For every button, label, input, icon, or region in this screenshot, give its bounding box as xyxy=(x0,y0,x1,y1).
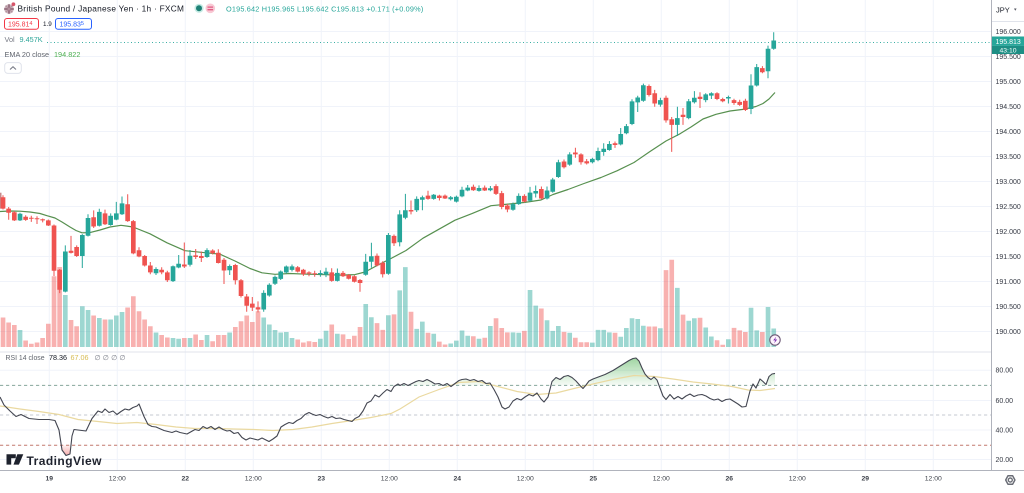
svg-text:RSI 14 close: RSI 14 close xyxy=(6,355,45,362)
svg-text:193.000: 193.000 xyxy=(996,179,1021,186)
svg-text:12:00: 12:00 xyxy=(653,476,670,483)
svg-text:60.00: 60.00 xyxy=(996,398,1014,405)
svg-text:EMA 20 close: EMA 20 close xyxy=(5,50,50,59)
svg-text:Vol: Vol xyxy=(5,35,16,44)
svg-text:80.00: 80.00 xyxy=(996,368,1014,375)
svg-text:191.500: 191.500 xyxy=(996,254,1021,261)
svg-text:26: 26 xyxy=(726,476,734,483)
svg-text:23: 23 xyxy=(318,476,326,483)
svg-text:25: 25 xyxy=(590,476,598,483)
svg-text:20.00: 20.00 xyxy=(996,457,1014,464)
svg-text:12:00: 12:00 xyxy=(925,476,942,483)
svg-text:194.822: 194.822 xyxy=(54,50,80,59)
svg-text:196.000: 196.000 xyxy=(996,29,1021,36)
svg-text:TradingView: TradingView xyxy=(27,454,103,468)
svg-text:12:00: 12:00 xyxy=(381,476,398,483)
svg-text:193.500: 193.500 xyxy=(996,154,1021,161)
svg-text:12:00: 12:00 xyxy=(789,476,806,483)
svg-text:190.000: 190.000 xyxy=(996,329,1021,336)
svg-text:1.9: 1.9 xyxy=(43,21,52,28)
svg-text:195.813: 195.813 xyxy=(996,39,1021,46)
svg-text:195.814: 195.814 xyxy=(8,21,32,29)
svg-text:British Pound / Japanese Yen ·: British Pound / Japanese Yen · 1h · FXCM xyxy=(18,3,185,13)
svg-text:∅: ∅ xyxy=(95,355,101,362)
svg-text:195.000: 195.000 xyxy=(996,79,1021,86)
svg-text:19: 19 xyxy=(46,476,54,483)
svg-text:78.36: 78.36 xyxy=(49,353,67,362)
svg-text:12:00: 12:00 xyxy=(245,476,262,483)
svg-text:195.500: 195.500 xyxy=(996,54,1021,61)
svg-text:O195.642 H195.965 L195.642: O195.642 H195.965 L195.642 C195.813 +0.1… xyxy=(226,4,423,13)
svg-text:191.000: 191.000 xyxy=(996,279,1021,286)
svg-text:∅: ∅ xyxy=(119,355,125,362)
svg-text:JPY: JPY xyxy=(996,6,1010,15)
svg-text:194.500: 194.500 xyxy=(996,104,1021,111)
svg-text:∅: ∅ xyxy=(111,355,117,362)
svg-text:22: 22 xyxy=(182,476,190,483)
svg-text:24: 24 xyxy=(454,476,462,483)
svg-text:29: 29 xyxy=(862,476,870,483)
svg-text:192.500: 192.500 xyxy=(996,204,1021,211)
svg-text:195.835: 195.835 xyxy=(60,21,84,29)
svg-text:∅: ∅ xyxy=(103,355,109,362)
svg-text:40.00: 40.00 xyxy=(996,427,1014,434)
svg-text:12:00: 12:00 xyxy=(109,476,126,483)
svg-text:194.000: 194.000 xyxy=(996,129,1021,136)
svg-text:9.457K: 9.457K xyxy=(20,35,43,44)
svg-text:43:10: 43:10 xyxy=(1000,47,1017,54)
svg-text:192.000: 192.000 xyxy=(996,229,1021,236)
svg-text:12:00: 12:00 xyxy=(517,476,534,483)
svg-text:190.500: 190.500 xyxy=(996,304,1021,311)
svg-text:67.06: 67.06 xyxy=(71,353,89,362)
